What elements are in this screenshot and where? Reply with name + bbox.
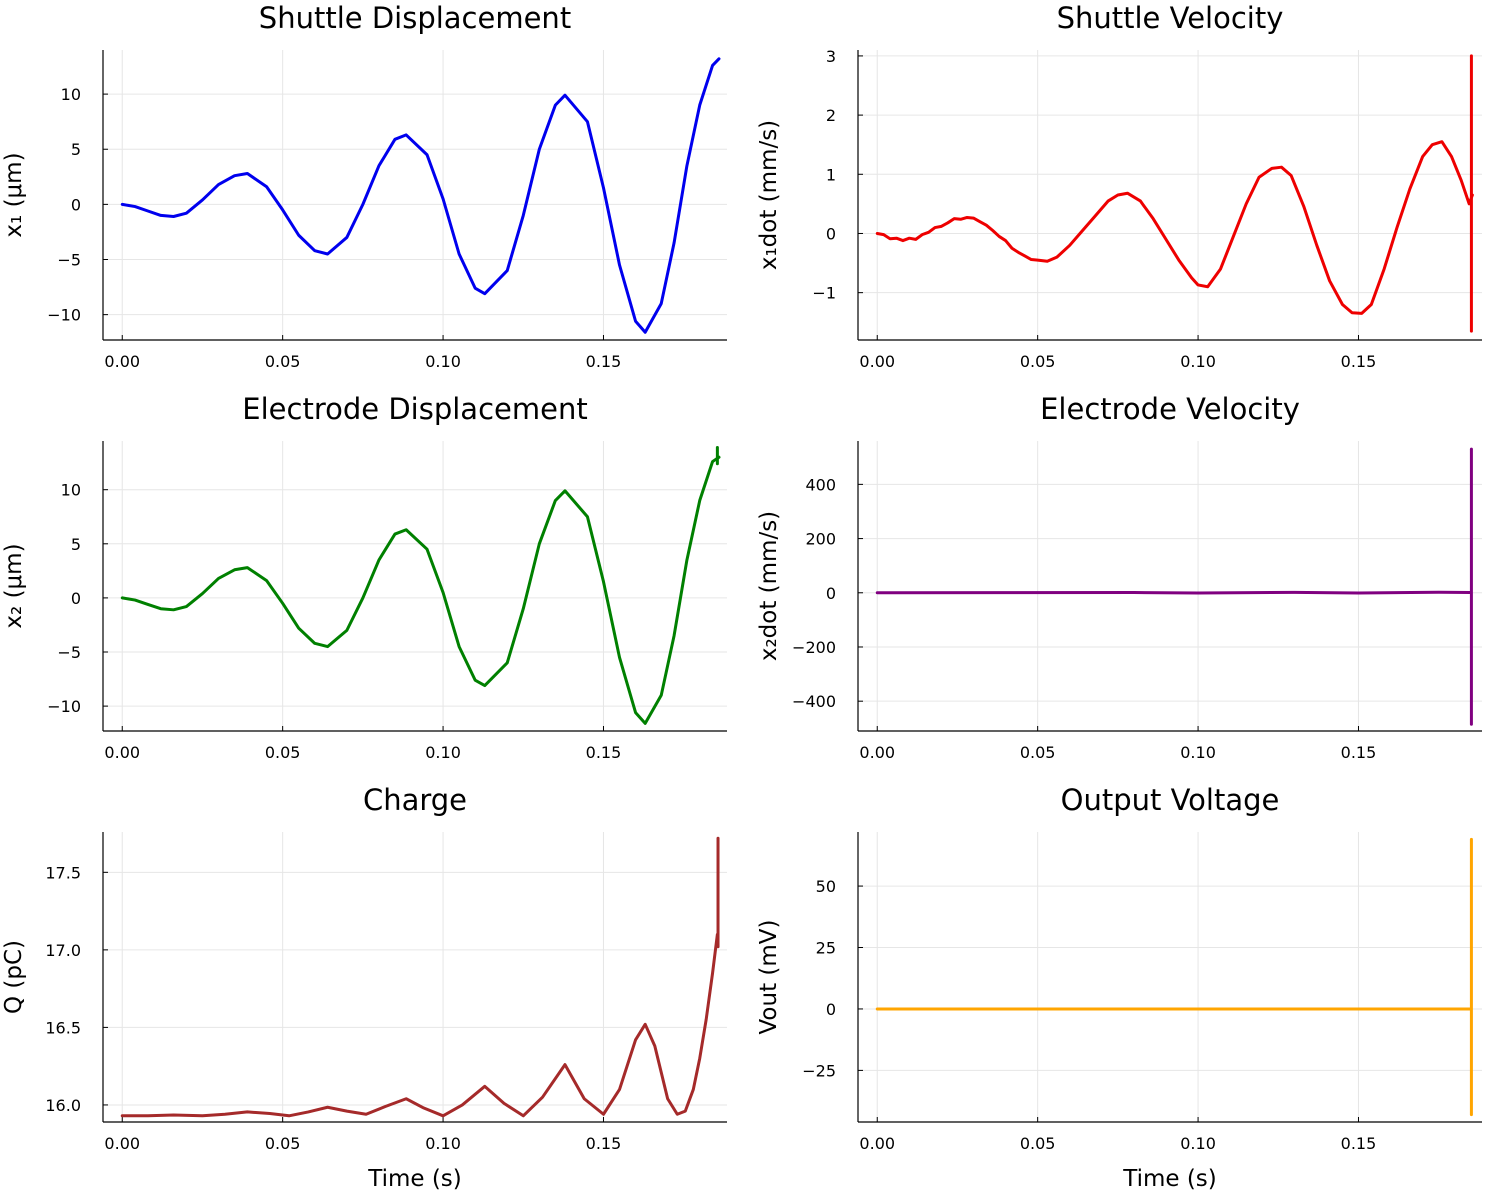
chart-title: Charge: [363, 783, 467, 817]
y-tick-label: 0: [71, 195, 81, 214]
x-tick-label: 0.00: [104, 352, 140, 371]
x-axis-label: Time (s): [1122, 1166, 1217, 1192]
chart-title: Electrode Velocity: [1040, 392, 1300, 426]
panel-p2: 0.00 0.05 0.10 0.15 3 2 1 0 −1 Shuttle Velocity x₁…: [756, 1, 1482, 371]
y-axis-label: x₁ (μm): [1, 152, 27, 237]
y-tick-label: 17.5: [45, 863, 81, 882]
x-tick-label: 0.00: [859, 743, 895, 762]
x-axis-label: Time (s): [367, 1166, 462, 1192]
y-tick-label: 400: [805, 475, 836, 494]
y-tick-label: −1: [812, 284, 836, 303]
y-tick-label: −200: [792, 638, 836, 657]
x-tick-label: 0.10: [1180, 743, 1216, 762]
x-tick-label: 0.15: [1341, 352, 1377, 371]
x-tick-label: 0.10: [1180, 1134, 1216, 1153]
y-axis-label: x₁dot (mm/s): [756, 120, 782, 270]
x-tick-label: 0.05: [1020, 352, 1056, 371]
x-tick-label: 0.10: [425, 743, 461, 762]
x-tick-label: 0.00: [859, 352, 895, 371]
y-tick-label: 0: [826, 224, 836, 243]
y-axis-label: x₂ (μm): [1, 543, 27, 628]
y-tick-label: 200: [805, 530, 836, 549]
y-tick-label: 5: [71, 535, 81, 554]
y-tick-label: 1: [826, 165, 836, 184]
x-tick-label: 0.05: [265, 1134, 301, 1153]
chart-title: Electrode Displacement: [242, 392, 587, 426]
panel-p1: 0.00 0.05 0.10 0.15 10 5 0 −5 −10 Shuttle Displac…: [1, 1, 727, 371]
chart-title: Shuttle Velocity: [1057, 1, 1284, 35]
x-tick-label: 0.10: [1180, 352, 1216, 371]
y-tick-label: 0: [826, 1000, 836, 1019]
panel-p3: 0.00 0.05 0.10 0.15 10 5 0 −5 −10 Electrode Displ…: [1, 392, 727, 762]
series-line-0: [875, 590, 1472, 595]
x-tick-label: 0.05: [265, 743, 301, 762]
x-tick-label: 0.00: [104, 1134, 140, 1153]
x-tick-label: 0.00: [104, 743, 140, 762]
y-tick-label: −10: [47, 306, 81, 325]
y-tick-label: −5: [57, 643, 81, 662]
y-tick-label: 0: [826, 584, 836, 603]
x-tick-label: 0.00: [859, 1134, 895, 1153]
x-tick-label: 0.15: [1341, 743, 1377, 762]
x-tick-label: 0.10: [425, 1134, 461, 1153]
y-tick-label: 0: [71, 589, 81, 608]
y-tick-label: 25: [816, 939, 836, 958]
y-tick-label: −10: [47, 697, 81, 716]
y-tick-label: 10: [61, 481, 81, 500]
y-axis-label: Q (pC): [1, 940, 27, 1014]
x-tick-label: 0.15: [586, 1134, 622, 1153]
y-tick-label: 50: [816, 877, 836, 896]
y-tick-label: 3: [826, 47, 836, 66]
panel-p6: 0.00 0.05 0.10 0.15 50 25 0 −25 Output Voltage Vo…: [756, 783, 1482, 1192]
x-tick-label: 0.05: [1020, 1134, 1056, 1153]
series-line-0: [120, 455, 721, 725]
y-tick-label: 2: [826, 106, 836, 125]
y-tick-label: 16.0: [45, 1096, 81, 1115]
y-tick-label: 17.0: [45, 941, 81, 960]
x-tick-label: 0.05: [265, 352, 301, 371]
y-tick-label: 16.5: [45, 1018, 81, 1037]
y-tick-label: −5: [57, 251, 81, 270]
y-tick-label: −25: [802, 1061, 836, 1080]
series-line-0: [875, 140, 1474, 315]
x-tick-label: 0.15: [586, 352, 622, 371]
panel-p5: 0.00 0.05 0.10 0.15 17.5 17.0 16.5 16.0 Charge Q …: [1, 783, 727, 1192]
y-axis-label: x₂dot (mm/s): [756, 511, 782, 661]
y-tick-label: 5: [71, 140, 81, 159]
x-tick-label: 0.05: [1020, 743, 1056, 762]
series-line-0: [120, 932, 719, 1118]
y-tick-label: 10: [61, 85, 81, 104]
chart-title: Output Voltage: [1061, 783, 1280, 817]
y-axis-label: Vout (mV): [756, 919, 782, 1034]
panel-p4: 0.00 0.05 0.10 0.15 400 200 0 −200 −400 Electrode…: [756, 392, 1482, 762]
x-tick-label: 0.15: [1341, 1134, 1377, 1153]
y-tick-label: −400: [792, 692, 836, 711]
chart-title: Shuttle Displacement: [259, 1, 571, 35]
x-tick-label: 0.15: [586, 743, 622, 762]
x-tick-label: 0.10: [425, 352, 461, 371]
series-line-0: [120, 57, 721, 334]
